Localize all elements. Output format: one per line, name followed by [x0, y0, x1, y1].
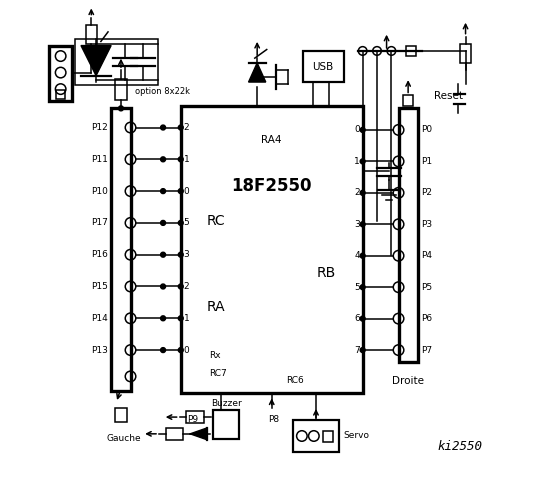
Circle shape	[161, 252, 165, 257]
Text: P11: P11	[91, 155, 107, 164]
Bar	[186, 411, 204, 423]
Text: 0: 0	[184, 346, 189, 355]
Circle shape	[360, 253, 365, 258]
Bar	[213, 410, 239, 439]
Text: RA: RA	[207, 300, 226, 314]
Bar	[406, 46, 416, 56]
Text: Servo: Servo	[343, 432, 369, 441]
Circle shape	[161, 316, 165, 321]
Text: P14: P14	[91, 314, 107, 323]
Text: option 8x22k: option 8x22k	[135, 87, 190, 96]
Text: 18F2550: 18F2550	[232, 178, 312, 195]
Circle shape	[161, 348, 165, 352]
Circle shape	[161, 284, 165, 289]
Text: USB: USB	[312, 61, 334, 72]
Text: ki2550: ki2550	[437, 440, 482, 453]
Circle shape	[360, 191, 365, 195]
Text: P5: P5	[421, 283, 432, 292]
Text: RC6: RC6	[286, 376, 304, 385]
Text: Buzzer: Buzzer	[211, 398, 242, 408]
Bar	[115, 79, 127, 100]
Text: 1: 1	[354, 157, 360, 166]
Text: 2: 2	[354, 188, 360, 197]
Text: 1: 1	[184, 155, 189, 164]
Circle shape	[360, 348, 365, 352]
Bar	[460, 44, 471, 63]
Bar	[75, 39, 158, 84]
Text: RC: RC	[207, 214, 226, 228]
Text: RA4: RA4	[262, 135, 282, 145]
Text: 6: 6	[354, 314, 360, 323]
Bar	[323, 431, 333, 442]
Text: 1: 1	[184, 314, 189, 323]
Circle shape	[179, 220, 183, 225]
Circle shape	[360, 222, 365, 227]
Text: 4: 4	[354, 251, 360, 260]
Bar	[181, 106, 363, 393]
Bar	[399, 108, 418, 362]
Text: RC7: RC7	[210, 369, 227, 378]
Text: P15: P15	[91, 282, 107, 291]
Bar	[303, 51, 343, 82]
Text: 5: 5	[354, 283, 360, 292]
Circle shape	[360, 128, 365, 132]
Text: Reset: Reset	[435, 91, 463, 101]
Circle shape	[179, 125, 183, 130]
Circle shape	[179, 252, 183, 257]
Circle shape	[179, 284, 183, 289]
Circle shape	[360, 285, 365, 289]
Text: P2: P2	[421, 188, 432, 197]
Text: P7: P7	[421, 346, 432, 355]
Circle shape	[161, 125, 165, 130]
Text: 5: 5	[184, 218, 189, 228]
Bar	[115, 408, 127, 422]
Bar	[49, 46, 72, 101]
Circle shape	[161, 189, 165, 193]
Text: 7: 7	[354, 346, 360, 355]
Text: P13: P13	[91, 346, 107, 355]
Text: P4: P4	[421, 251, 432, 260]
Text: P17: P17	[91, 218, 107, 228]
Circle shape	[179, 189, 183, 193]
Text: 2: 2	[184, 282, 189, 291]
Text: 2: 2	[184, 123, 189, 132]
Text: Rx: Rx	[210, 351, 221, 360]
Circle shape	[161, 157, 165, 162]
Bar	[166, 428, 183, 440]
Circle shape	[360, 159, 365, 164]
Text: P0: P0	[421, 125, 432, 134]
Text: P9: P9	[187, 415, 199, 424]
Polygon shape	[190, 428, 207, 440]
Text: P10: P10	[91, 187, 107, 196]
Text: P12: P12	[91, 123, 107, 132]
Polygon shape	[248, 63, 266, 82]
Text: 0: 0	[184, 187, 189, 196]
Circle shape	[179, 348, 183, 352]
Circle shape	[161, 220, 165, 225]
Text: 3: 3	[354, 220, 360, 229]
Text: P1: P1	[421, 157, 432, 166]
Bar	[56, 90, 65, 99]
Text: RB: RB	[317, 265, 336, 279]
Circle shape	[179, 316, 183, 321]
Text: P8: P8	[268, 415, 279, 424]
Text: Gauche: Gauche	[107, 434, 141, 443]
Text: P3: P3	[421, 220, 432, 229]
Circle shape	[118, 106, 123, 111]
Bar	[111, 108, 131, 391]
Text: Droite: Droite	[392, 376, 424, 386]
Bar	[293, 420, 339, 452]
Circle shape	[179, 157, 183, 162]
Text: P6: P6	[421, 314, 432, 323]
Bar	[403, 96, 414, 106]
Bar	[86, 25, 97, 44]
Polygon shape	[81, 46, 111, 76]
Text: P16: P16	[91, 250, 107, 259]
Text: 3: 3	[184, 250, 189, 259]
Circle shape	[360, 316, 365, 321]
Text: 0: 0	[354, 125, 360, 134]
